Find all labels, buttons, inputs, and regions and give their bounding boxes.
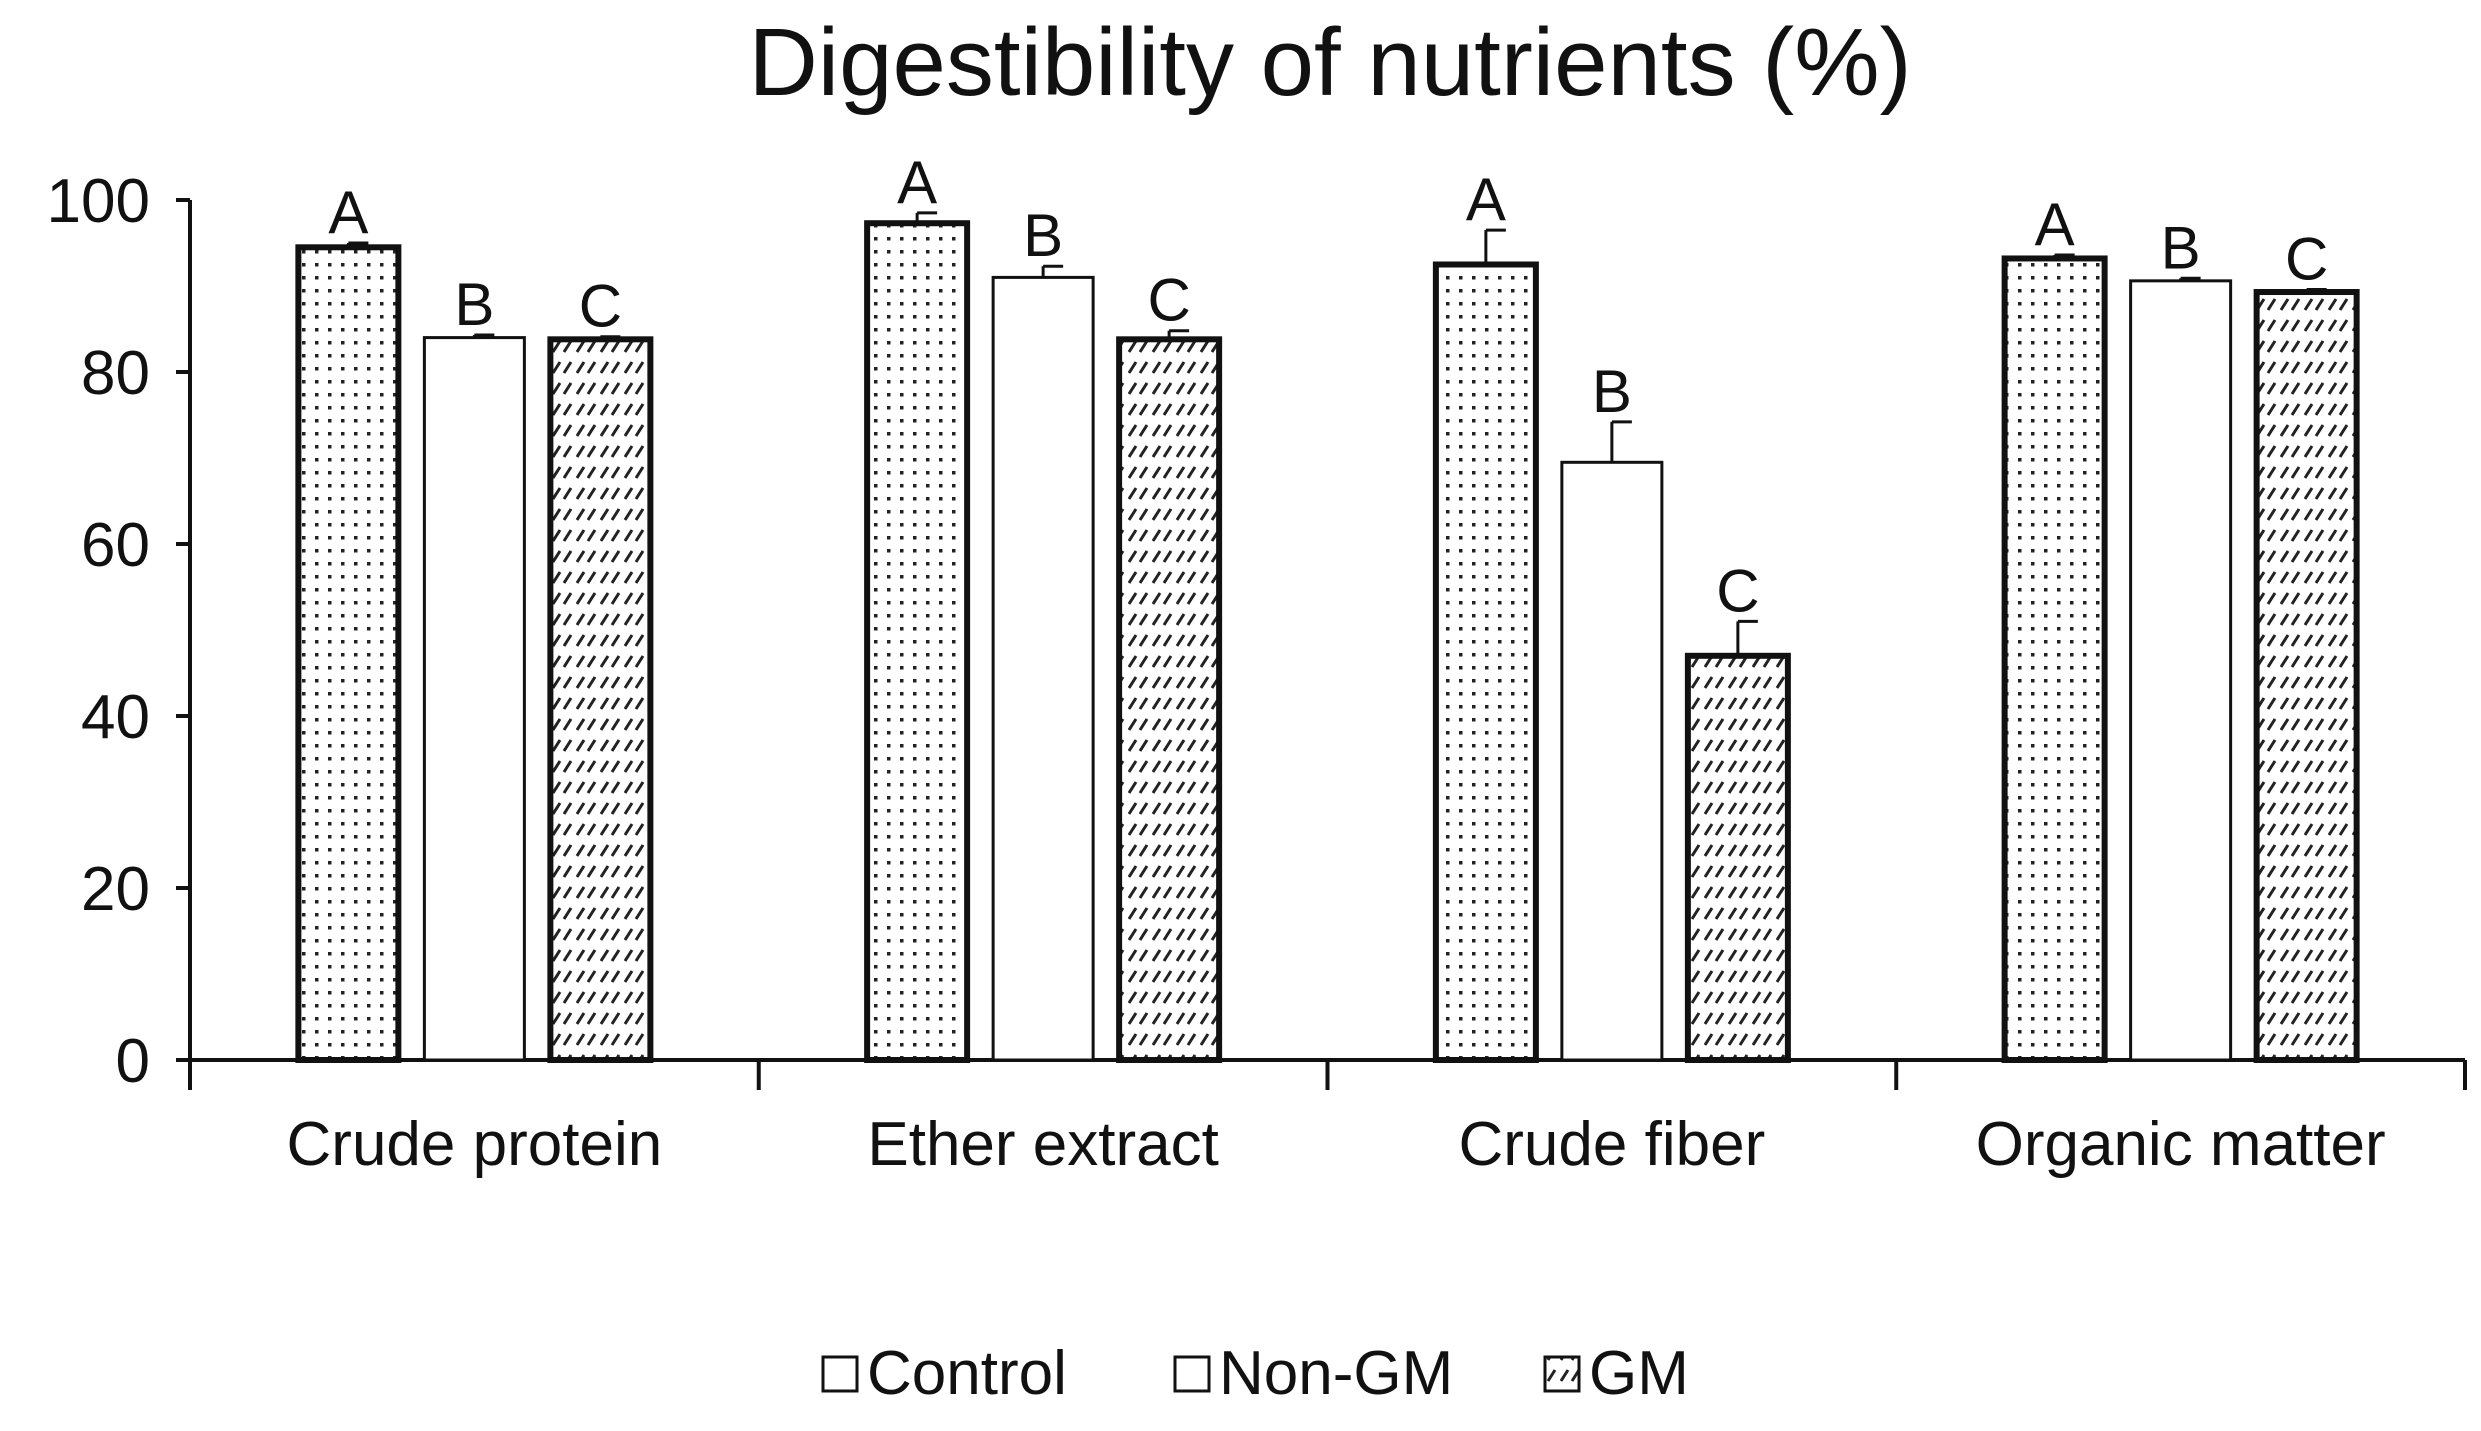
bars: A A A A B B B B C C C C [295, 149, 2360, 1064]
bar [991, 275, 1095, 1062]
x-tick-label: Ether extract [867, 1110, 1218, 1179]
significance-letter: A [2035, 191, 2075, 258]
significance-letter: C [579, 273, 622, 340]
legend-label: GM [1589, 1339, 1689, 1408]
significance-letter: A [897, 149, 937, 216]
y-tick-label: 0 [116, 1027, 150, 1096]
bar [2001, 255, 2108, 1064]
y-tick-label: 60 [81, 511, 150, 580]
significance-letter: B [1592, 358, 1632, 425]
significance-letter: C [1147, 267, 1190, 334]
significance-letter: A [1466, 166, 1506, 233]
x-tick-label: Crude protein [287, 1110, 663, 1179]
legend-swatch [1173, 1355, 1211, 1393]
legend: Control Non-GM GM [821, 1339, 1689, 1408]
bar [1116, 336, 1223, 1063]
x-tick-label: Crude fiber [1459, 1110, 1766, 1179]
bar [1684, 652, 1791, 1063]
legend-swatch [821, 1355, 859, 1393]
y-tick-label: 20 [81, 855, 150, 924]
bar [547, 336, 654, 1063]
significance-letter: B [2161, 214, 2201, 281]
x-tick-label: Organic matter [1976, 1110, 2386, 1179]
bar [295, 244, 402, 1064]
legend-swatch [1543, 1355, 1581, 1393]
significance-letter: B [1023, 202, 1063, 269]
bar [1560, 460, 1664, 1062]
legend-label: Control [867, 1339, 1067, 1408]
bar [422, 336, 526, 1062]
significance-letter: B [454, 271, 494, 338]
significance-letter: C [1716, 557, 1759, 624]
bar [1432, 261, 1539, 1063]
axes: 0 20 40 60 80 100 Crude protein Ether extract Cr… [47, 167, 2467, 1179]
significance-letter: C [2285, 225, 2328, 292]
chart-title: Digestibility of nutrients (%) [748, 9, 1911, 116]
bar [2253, 289, 2360, 1063]
y-tick-label: 40 [81, 683, 150, 752]
significance-letter: A [328, 179, 368, 246]
legend-label: Non-GM [1219, 1339, 1453, 1408]
bar [2129, 279, 2233, 1062]
y-tick-label: 80 [81, 339, 150, 408]
bar [864, 220, 971, 1064]
y-tick-label: 100 [47, 167, 150, 236]
